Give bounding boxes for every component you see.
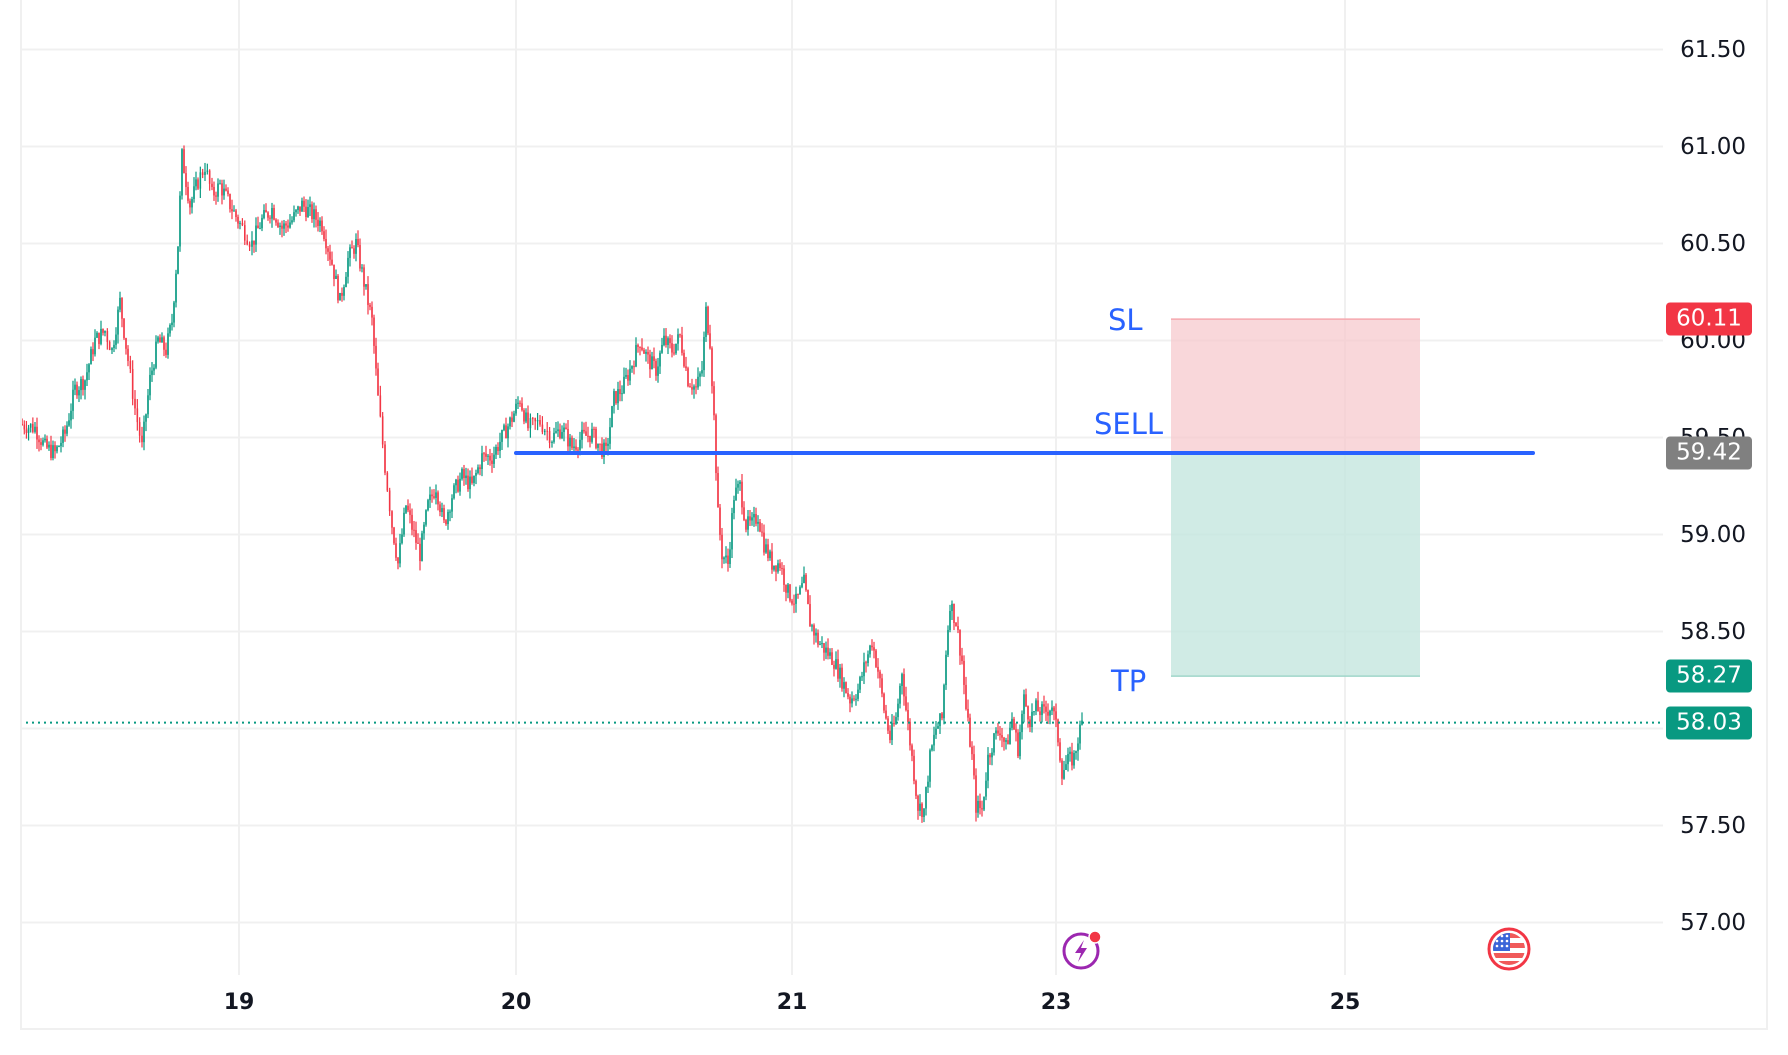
short-position-tool[interactable]	[1171, 318, 1420, 677]
time-tick-label: 20	[500, 990, 532, 1015]
us-flag-event-icon[interactable]	[1486, 926, 1532, 972]
earnings-lightning-icon[interactable]	[1060, 928, 1106, 974]
time-tick-label: 19	[223, 990, 255, 1015]
sell-label: SELL	[1094, 407, 1164, 441]
stop-loss-zone	[1171, 319, 1420, 454]
time-tick-label: 21	[776, 990, 808, 1015]
chart-pane-border	[20, 0, 1768, 1030]
price-tick-label: 61.50	[1680, 36, 1746, 63]
stop-loss-label: SL	[1108, 303, 1143, 337]
take-profit-price-badge: 58.27	[1666, 659, 1752, 693]
candlestick-series	[21, 145, 1083, 823]
time-tick-label: 25	[1329, 990, 1361, 1015]
last-price-badge: 58.03	[1666, 706, 1752, 740]
entry-price-badge: 59.42	[1666, 436, 1752, 470]
price-tick-label: 58.50	[1680, 618, 1746, 645]
take-profit-zone	[1171, 453, 1420, 677]
price-tick-label: 57.50	[1680, 812, 1746, 839]
price-tick-label: 57.00	[1680, 909, 1746, 936]
grid-lines	[20, 0, 1663, 975]
take-profit-label: TP	[1111, 664, 1147, 698]
time-tick-label: 23	[1040, 990, 1072, 1015]
price-tick-label: 61.00	[1680, 133, 1746, 160]
stop-loss-price-badge: 60.11	[1666, 302, 1752, 336]
price-tick-label: 60.50	[1680, 230, 1746, 257]
price-tick-label: 59.00	[1680, 521, 1746, 548]
